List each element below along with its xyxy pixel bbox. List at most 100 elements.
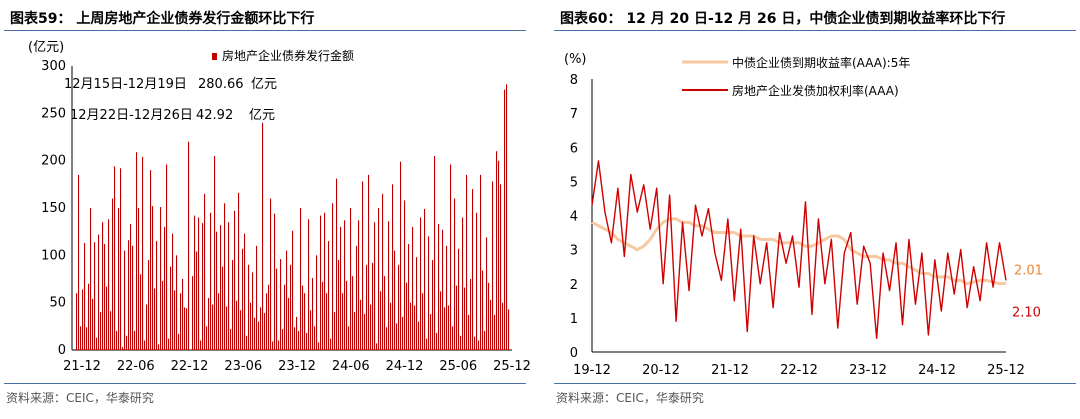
bar xyxy=(150,170,152,350)
bar xyxy=(472,189,474,350)
bar xyxy=(420,217,422,350)
bar xyxy=(358,220,360,350)
bar xyxy=(112,198,114,350)
bar xyxy=(396,323,398,350)
series-line xyxy=(591,217,1007,286)
bar xyxy=(276,268,278,350)
bar xyxy=(344,220,346,350)
bar xyxy=(244,233,246,350)
bar xyxy=(154,288,156,350)
bar xyxy=(434,155,436,350)
series-line xyxy=(591,160,1007,340)
bar xyxy=(258,321,260,350)
bar xyxy=(374,222,376,350)
annotation-unit: 亿元 xyxy=(249,108,275,123)
bar xyxy=(132,245,134,350)
bar xyxy=(242,248,244,350)
bar xyxy=(484,331,486,350)
bar xyxy=(82,289,84,350)
y-tick-label: 1 xyxy=(570,312,578,327)
bar xyxy=(280,259,282,350)
bar xyxy=(188,141,190,350)
bar xyxy=(268,284,270,350)
bar xyxy=(450,164,452,350)
bar xyxy=(296,316,298,350)
y-axis-label: (亿元) xyxy=(28,40,64,55)
bar xyxy=(160,207,162,350)
bar xyxy=(460,335,462,350)
annotation-value: 280.66 xyxy=(198,77,244,92)
bar xyxy=(124,250,126,350)
bar xyxy=(504,89,506,351)
bar xyxy=(138,208,140,350)
bar xyxy=(458,248,460,350)
bar xyxy=(508,309,510,350)
bar xyxy=(84,243,86,350)
annotation-period: 12月22日-12月26日 xyxy=(70,108,193,123)
bar xyxy=(120,168,122,350)
bar xyxy=(292,230,294,350)
source-note: 资料来源：CEIC，华泰研究 xyxy=(6,391,154,405)
bar xyxy=(254,317,256,350)
bar xyxy=(410,302,412,350)
bar xyxy=(360,299,362,350)
bar xyxy=(128,240,130,350)
bar xyxy=(446,245,448,350)
bar xyxy=(502,302,504,350)
bar xyxy=(310,310,312,350)
chart-title: 图表60： 12 月 20 日-12 月 26 日，中债企业债到期收益率环比下行 xyxy=(560,11,1006,27)
bar xyxy=(94,242,96,350)
y-tick-label: 300 xyxy=(41,59,66,74)
bar xyxy=(432,260,434,350)
bar xyxy=(236,300,238,350)
bar xyxy=(208,297,210,350)
bar xyxy=(214,155,216,350)
footer-divider xyxy=(554,383,1076,384)
bar xyxy=(262,122,264,350)
bar xyxy=(182,279,184,350)
bar xyxy=(386,327,388,350)
bar xyxy=(476,212,478,350)
bar xyxy=(278,340,280,350)
bar xyxy=(464,287,466,350)
bar xyxy=(110,311,112,350)
bar xyxy=(426,338,428,350)
bar xyxy=(144,340,146,350)
annotation-period: 12月15日-12月19日 xyxy=(64,77,187,92)
bar xyxy=(266,293,268,350)
bar xyxy=(340,226,342,350)
bar xyxy=(250,302,252,350)
bar xyxy=(158,344,160,350)
bar xyxy=(302,285,304,350)
x-tick-label: 23-12 xyxy=(849,363,887,378)
bar xyxy=(330,338,332,350)
y-tick-label: 0 xyxy=(570,346,578,361)
bar xyxy=(216,231,218,350)
bar xyxy=(406,282,408,350)
bar xyxy=(334,312,336,350)
bar xyxy=(496,151,498,350)
bar xyxy=(402,316,404,350)
bar xyxy=(170,266,172,350)
bar xyxy=(308,219,310,350)
bar xyxy=(354,312,356,350)
bar xyxy=(252,272,254,350)
bar xyxy=(480,174,482,350)
title-divider xyxy=(4,30,526,31)
bar xyxy=(270,198,272,350)
y-tick-label: 6 xyxy=(570,141,578,156)
bar xyxy=(448,305,450,350)
bar xyxy=(234,210,236,350)
bar xyxy=(444,307,446,350)
bar-chart: 0 50 100 150 200 250 300 (亿元) 21-12 22-06 22-12 23-… xyxy=(28,40,530,374)
bar xyxy=(364,314,366,350)
bar xyxy=(384,276,386,350)
legend-label: 房地产企业债券发行金额 xyxy=(222,48,354,63)
bar xyxy=(306,332,308,350)
bar xyxy=(162,280,164,350)
bar xyxy=(342,293,344,350)
bar xyxy=(362,181,364,350)
bar xyxy=(212,304,214,350)
bar xyxy=(486,237,488,350)
bar xyxy=(350,208,352,350)
